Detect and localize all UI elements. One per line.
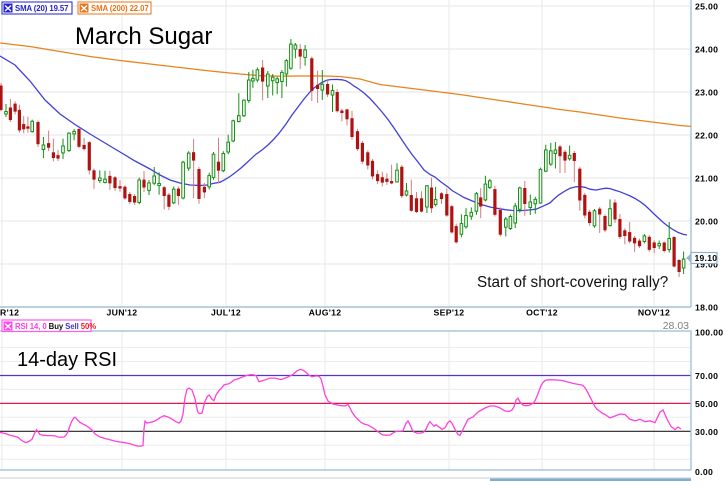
svg-text:14-day RSI: 14-day RSI bbox=[17, 349, 117, 371]
svg-text:100.00: 100.00 bbox=[695, 328, 723, 338]
svg-text:24.00: 24.00 bbox=[695, 45, 718, 55]
svg-text:JUL'12: JUL'12 bbox=[211, 308, 241, 318]
svg-text:NOV'12: NOV'12 bbox=[638, 308, 670, 318]
svg-text:RSI 14, 0 Buy Sell 50%: RSI 14, 0 Buy Sell 50% bbox=[15, 322, 96, 331]
svg-text:SMA (20) 19.57: SMA (20) 19.57 bbox=[15, 4, 68, 13]
svg-text:19.10: 19.10 bbox=[695, 253, 718, 263]
svg-text:23.00: 23.00 bbox=[695, 88, 718, 98]
svg-text:50.00: 50.00 bbox=[695, 399, 718, 409]
svg-text:30.00: 30.00 bbox=[695, 427, 718, 437]
svg-text:SMA (200) 22.07: SMA (200) 22.07 bbox=[91, 4, 149, 13]
svg-text:20.00: 20.00 bbox=[695, 217, 718, 227]
svg-text:22.00: 22.00 bbox=[695, 131, 718, 141]
svg-text:70.00: 70.00 bbox=[695, 371, 718, 381]
svg-text:21.00: 21.00 bbox=[695, 174, 718, 184]
svg-text:SEP'12: SEP'12 bbox=[434, 308, 465, 318]
svg-text:0.00: 0.00 bbox=[695, 467, 713, 477]
svg-text:18.00: 18.00 bbox=[695, 303, 718, 313]
svg-text:March Sugar: March Sugar bbox=[75, 23, 212, 50]
svg-text:19.00: 19.00 bbox=[695, 260, 718, 270]
svg-text:OCT'12: OCT'12 bbox=[526, 308, 558, 318]
svg-text:Start of short-covering rally?: Start of short-covering rally? bbox=[477, 274, 668, 291]
svg-text:28.03: 28.03 bbox=[663, 320, 689, 332]
svg-text:25.00: 25.00 bbox=[695, 2, 718, 12]
svg-text:JUN'12: JUN'12 bbox=[107, 308, 138, 318]
svg-text:R'12: R'12 bbox=[0, 308, 19, 318]
svg-text:AUG'12: AUG'12 bbox=[309, 308, 342, 318]
